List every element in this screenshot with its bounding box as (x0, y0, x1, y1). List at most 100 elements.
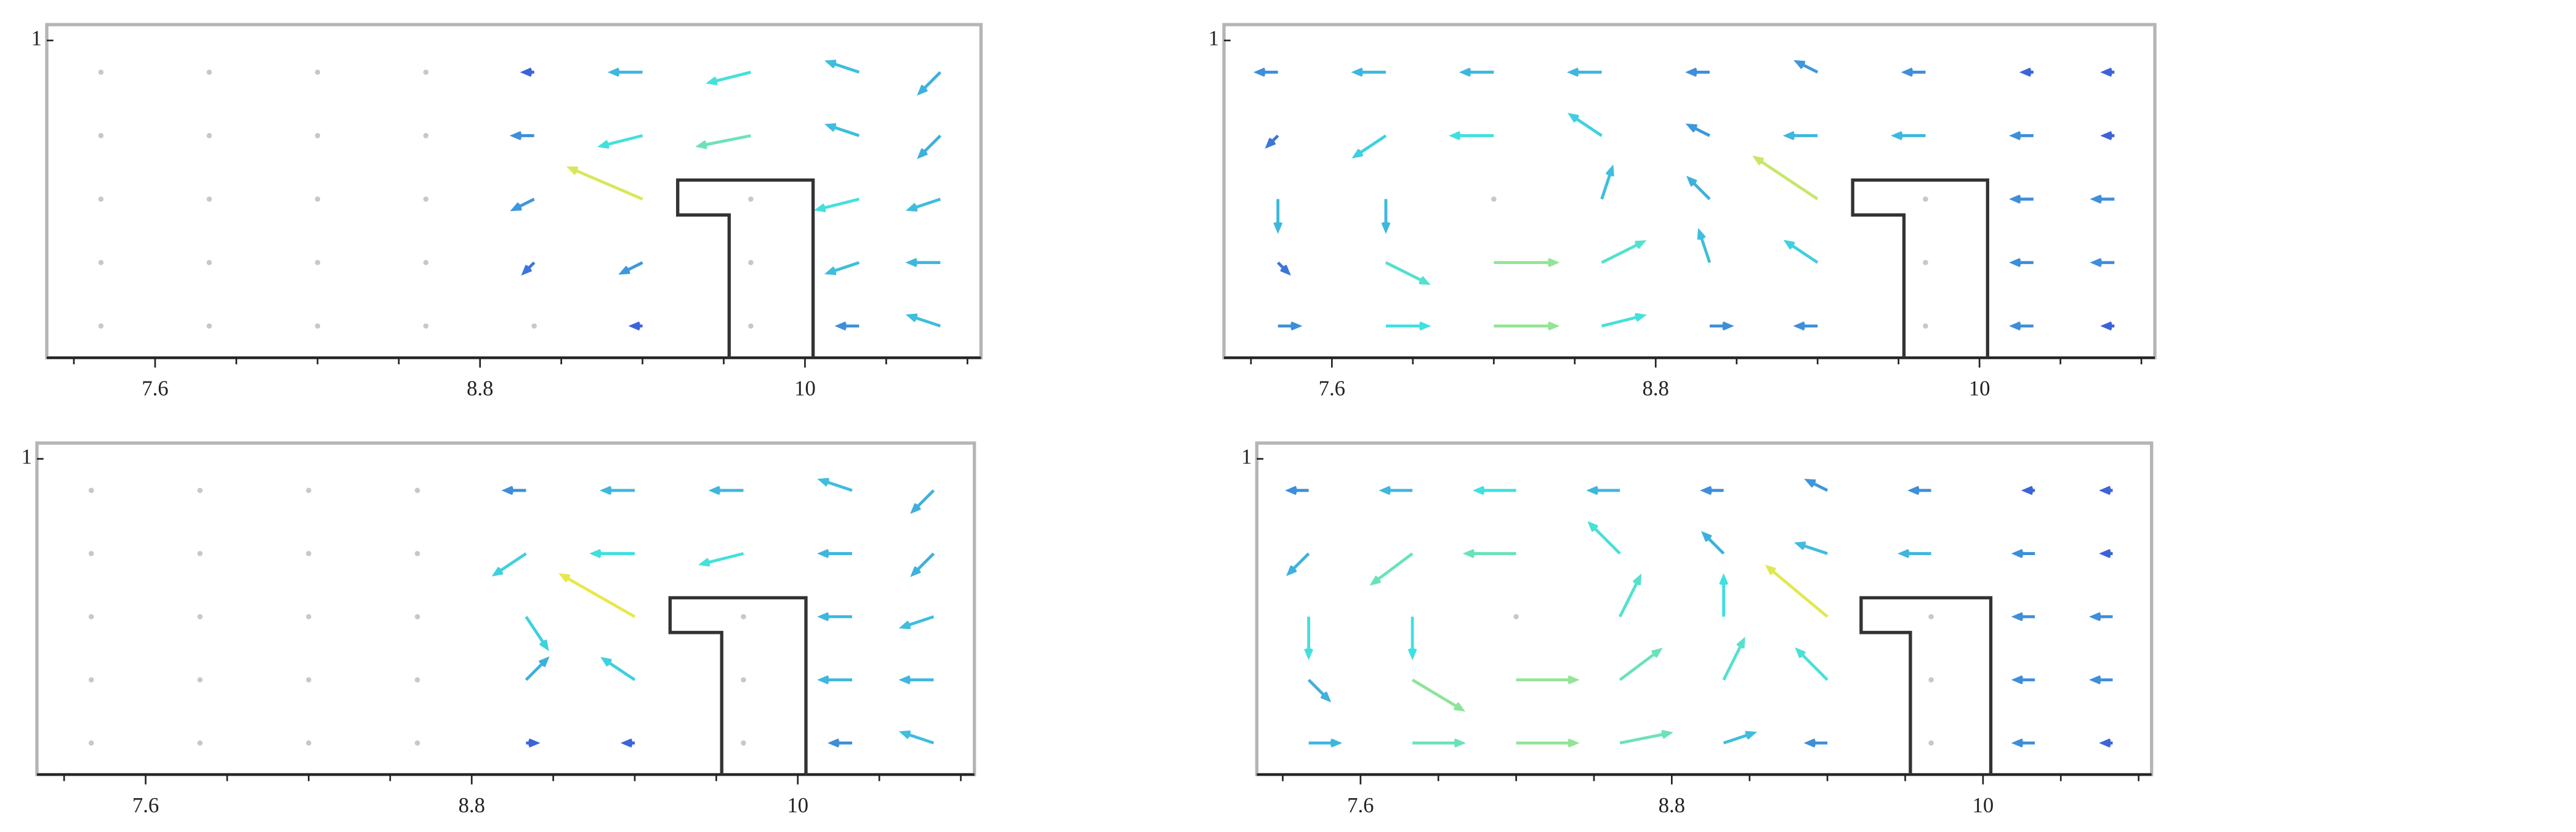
vector (1619, 647, 1663, 681)
vector-dot (423, 133, 429, 138)
vector (824, 123, 860, 137)
vector (898, 615, 935, 630)
vector (917, 71, 942, 96)
vector (2100, 321, 2115, 331)
vector-dot (423, 323, 429, 329)
vector (1411, 678, 1466, 712)
vector (521, 261, 536, 276)
vector (814, 198, 860, 212)
vector-dot (89, 677, 94, 683)
vector (834, 321, 859, 331)
vector-dot (206, 133, 212, 138)
vector-dot (197, 740, 203, 746)
vector (695, 134, 751, 150)
vector (1253, 67, 1278, 77)
vector (910, 552, 935, 577)
vector (905, 258, 941, 268)
vector-dot (197, 677, 203, 683)
x-tick-label: 7.6 (132, 794, 159, 817)
vector (1723, 730, 1757, 745)
vector (2011, 738, 2035, 748)
vector-dot (748, 260, 754, 265)
vector (2099, 738, 2113, 748)
vector-dot (206, 260, 212, 265)
vector-dot (89, 551, 94, 556)
vector (525, 656, 550, 681)
vector (1494, 258, 1560, 268)
vector (566, 166, 643, 201)
panel: 7.6 8.8 10 1 (22, 441, 976, 817)
vector (817, 675, 853, 685)
vector (2011, 549, 2035, 558)
vector (1686, 175, 1711, 201)
vector (558, 573, 636, 618)
vector (2009, 321, 2034, 331)
y-tick-label: 1 (1209, 27, 1219, 50)
obstacle (676, 178, 815, 358)
vector-dot (315, 70, 321, 75)
vector (1619, 730, 1673, 745)
vector (1890, 131, 1926, 140)
vector (1448, 131, 1494, 140)
vector (817, 612, 853, 622)
vector (1709, 321, 1734, 331)
vector (1385, 261, 1431, 286)
panel: 7.6 8.8 10 1 (1241, 441, 2154, 817)
vector-dot (1923, 260, 1928, 265)
vector-dot (98, 133, 104, 138)
vector (1618, 574, 1642, 618)
vector-dot (748, 323, 754, 329)
vector (817, 549, 853, 558)
vector (2089, 612, 2113, 622)
vector-dot (98, 323, 104, 329)
vector (898, 675, 934, 685)
vector-dot (206, 323, 212, 329)
plot-frame (1222, 23, 2157, 359)
vector (589, 549, 635, 558)
obstacle (1851, 178, 1989, 358)
vector (1286, 552, 1310, 577)
vector (2009, 131, 2034, 140)
vector (1901, 67, 1926, 77)
vector (1273, 199, 1283, 234)
x-tick-label: 10 (1973, 794, 1994, 817)
vector (628, 321, 643, 331)
vector (2099, 486, 2113, 495)
vector (905, 198, 941, 212)
vector (1412, 738, 1466, 748)
vector-dot (98, 260, 104, 265)
vector-dot (315, 196, 321, 202)
vector-dot (98, 70, 104, 75)
vector (2100, 131, 2115, 140)
vector (824, 261, 860, 275)
vector-dot (89, 487, 94, 494)
vector (824, 60, 860, 74)
vector-dot (315, 323, 321, 329)
y-tick-label: 1 (31, 27, 42, 50)
x-tick-label: 7.6 (1347, 794, 1374, 817)
vector (2021, 486, 2035, 495)
vector (2100, 67, 2115, 77)
vector-dot (1928, 614, 1934, 620)
vector (1459, 67, 1494, 77)
vector (526, 738, 541, 748)
vector (2089, 675, 2113, 685)
vector (1793, 541, 1828, 555)
vector (491, 552, 527, 577)
vector-dot (741, 677, 746, 683)
vector (2019, 67, 2034, 77)
vector-dot (1928, 677, 1934, 683)
vector (525, 615, 549, 652)
vector (2090, 194, 2115, 204)
vector (1567, 67, 1602, 77)
vector-dot (414, 551, 421, 556)
vector-dot (1491, 196, 1497, 202)
vector (1285, 486, 1309, 495)
vector (1494, 321, 1560, 331)
vector (1782, 131, 1818, 140)
vector-dot (197, 614, 203, 620)
vector (618, 261, 643, 275)
vector (1803, 738, 1828, 748)
vector (1587, 521, 1621, 555)
vector (1765, 564, 1829, 618)
